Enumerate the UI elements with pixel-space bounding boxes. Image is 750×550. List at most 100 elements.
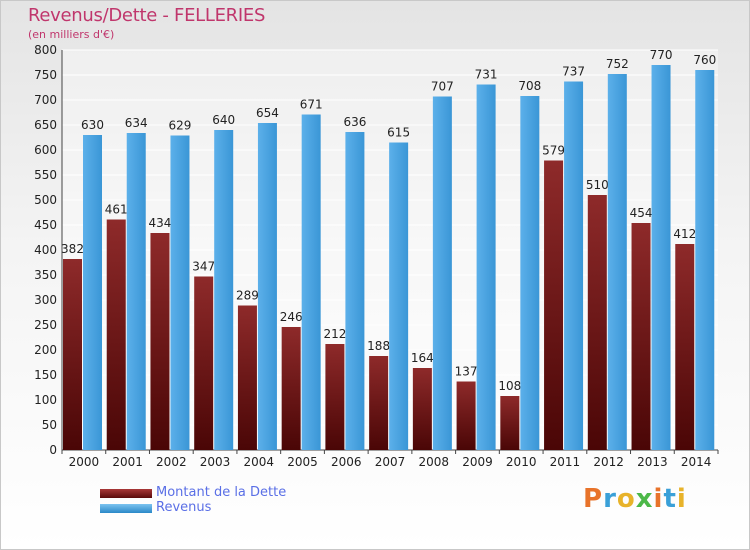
logo-letter: x	[635, 484, 654, 514]
y-tick-label: 550	[34, 168, 57, 182]
bar-revenus	[695, 70, 715, 450]
chart-title: Revenus/Dette - FELLERIES	[28, 5, 266, 26]
data-label-dette: 108	[498, 379, 521, 393]
legend-swatch-revenus	[100, 504, 152, 513]
data-label-revenus: 640	[212, 113, 235, 127]
bar-revenus	[170, 135, 190, 450]
bar-revenus	[257, 123, 277, 450]
y-tick-label: 800	[34, 43, 57, 57]
x-tick-label: 2004	[244, 455, 275, 469]
bar-dette	[194, 276, 214, 450]
data-label-dette: 434	[149, 216, 172, 230]
bar-revenus	[214, 130, 234, 450]
data-label-dette: 382	[61, 242, 84, 256]
bar-revenus	[651, 65, 671, 450]
legend-swatch-dette	[100, 489, 152, 498]
bar-dette	[631, 223, 651, 450]
logo-letter: P	[583, 484, 604, 514]
data-label-revenus: 654	[256, 106, 279, 120]
x-tick-label: 2009	[462, 455, 493, 469]
data-label-revenus: 629	[169, 119, 192, 133]
y-tick-label: 0	[49, 443, 57, 457]
y-tick-label: 650	[34, 118, 57, 132]
bar-dette	[237, 305, 257, 450]
y-tick-label: 450	[34, 218, 57, 232]
x-tick-label: 2002	[156, 455, 187, 469]
x-tick-label: 2005	[287, 455, 318, 469]
logo-letter: r	[603, 484, 617, 514]
bar-revenus	[301, 114, 321, 450]
bar-dette	[544, 160, 564, 450]
bar-dette	[150, 233, 170, 450]
logo-letter: i	[653, 484, 664, 514]
bar-revenus	[345, 132, 365, 450]
bar-dette	[500, 396, 520, 450]
chart-subtitle: (en milliers d'€)	[28, 28, 115, 41]
bar-dette	[281, 327, 301, 450]
bar-dette	[106, 219, 126, 450]
data-label-dette: 579	[542, 144, 565, 158]
data-label-dette: 137	[455, 365, 478, 379]
bar-revenus	[389, 142, 409, 450]
y-tick-label: 250	[34, 318, 57, 332]
data-label-dette: 212	[323, 327, 346, 341]
bar-revenus	[520, 96, 540, 450]
y-tick-label: 200	[34, 343, 57, 357]
y-tick-label: 700	[34, 93, 57, 107]
data-label-dette: 164	[411, 351, 434, 365]
data-label-revenus: 630	[81, 118, 104, 132]
x-tick-label: 2012	[593, 455, 624, 469]
data-label-revenus: 731	[475, 68, 498, 82]
y-tick-label: 50	[42, 418, 57, 432]
data-label-dette: 454	[630, 206, 653, 220]
bar-revenus	[476, 84, 496, 450]
bar-revenus	[564, 81, 584, 450]
data-label-revenus: 707	[431, 80, 454, 94]
logo-letter: o	[616, 484, 636, 514]
y-tick-label: 350	[34, 268, 57, 282]
bar-revenus	[432, 96, 452, 450]
data-label-revenus: 671	[300, 98, 323, 112]
bar-dette	[325, 344, 345, 450]
data-label-dette: 461	[105, 203, 128, 217]
logo-letter: t	[663, 484, 677, 514]
data-label-dette: 188	[367, 339, 390, 353]
data-label-dette: 289	[236, 289, 259, 303]
data-label-revenus: 737	[562, 65, 585, 79]
bar-revenus	[126, 133, 146, 450]
x-tick-label: 2010	[506, 455, 537, 469]
bar-dette	[63, 259, 82, 450]
legend-label-revenus: Revenus	[156, 500, 212, 515]
data-label-revenus: 634	[125, 116, 148, 130]
bar-revenus	[83, 135, 102, 450]
y-tick-label: 100	[34, 393, 57, 407]
bar-revenus	[607, 74, 627, 450]
data-label-revenus: 760	[693, 53, 716, 67]
data-label-dette: 246	[280, 310, 303, 324]
data-label-revenus: 708	[518, 79, 541, 93]
bar-dette	[587, 195, 607, 450]
bar-dette	[675, 244, 695, 450]
x-tick-label: 2006	[331, 455, 362, 469]
data-label-dette: 510	[586, 178, 609, 192]
data-label-revenus: 770	[650, 48, 673, 62]
data-label-revenus: 636	[343, 115, 366, 129]
x-tick-label: 2014	[681, 455, 712, 469]
data-label-revenus: 752	[606, 57, 629, 71]
x-tick-label: 2007	[375, 455, 406, 469]
x-tick-label: 2011	[550, 455, 581, 469]
bar-dette	[369, 356, 389, 450]
proxiti-logo: Proxiti	[583, 484, 687, 514]
x-tick-label: 2003	[200, 455, 231, 469]
y-tick-label: 500	[34, 193, 57, 207]
x-tick-label: 2001	[112, 455, 143, 469]
y-tick-label: 600	[34, 143, 57, 157]
data-label-revenus: 615	[387, 126, 410, 140]
logo-letter: i	[676, 484, 687, 514]
y-tick-label: 300	[34, 293, 57, 307]
data-label-dette: 412	[673, 227, 696, 241]
y-tick-label: 400	[34, 243, 57, 257]
x-tick-label: 2000	[69, 455, 100, 469]
y-tick-label: 750	[34, 68, 57, 82]
